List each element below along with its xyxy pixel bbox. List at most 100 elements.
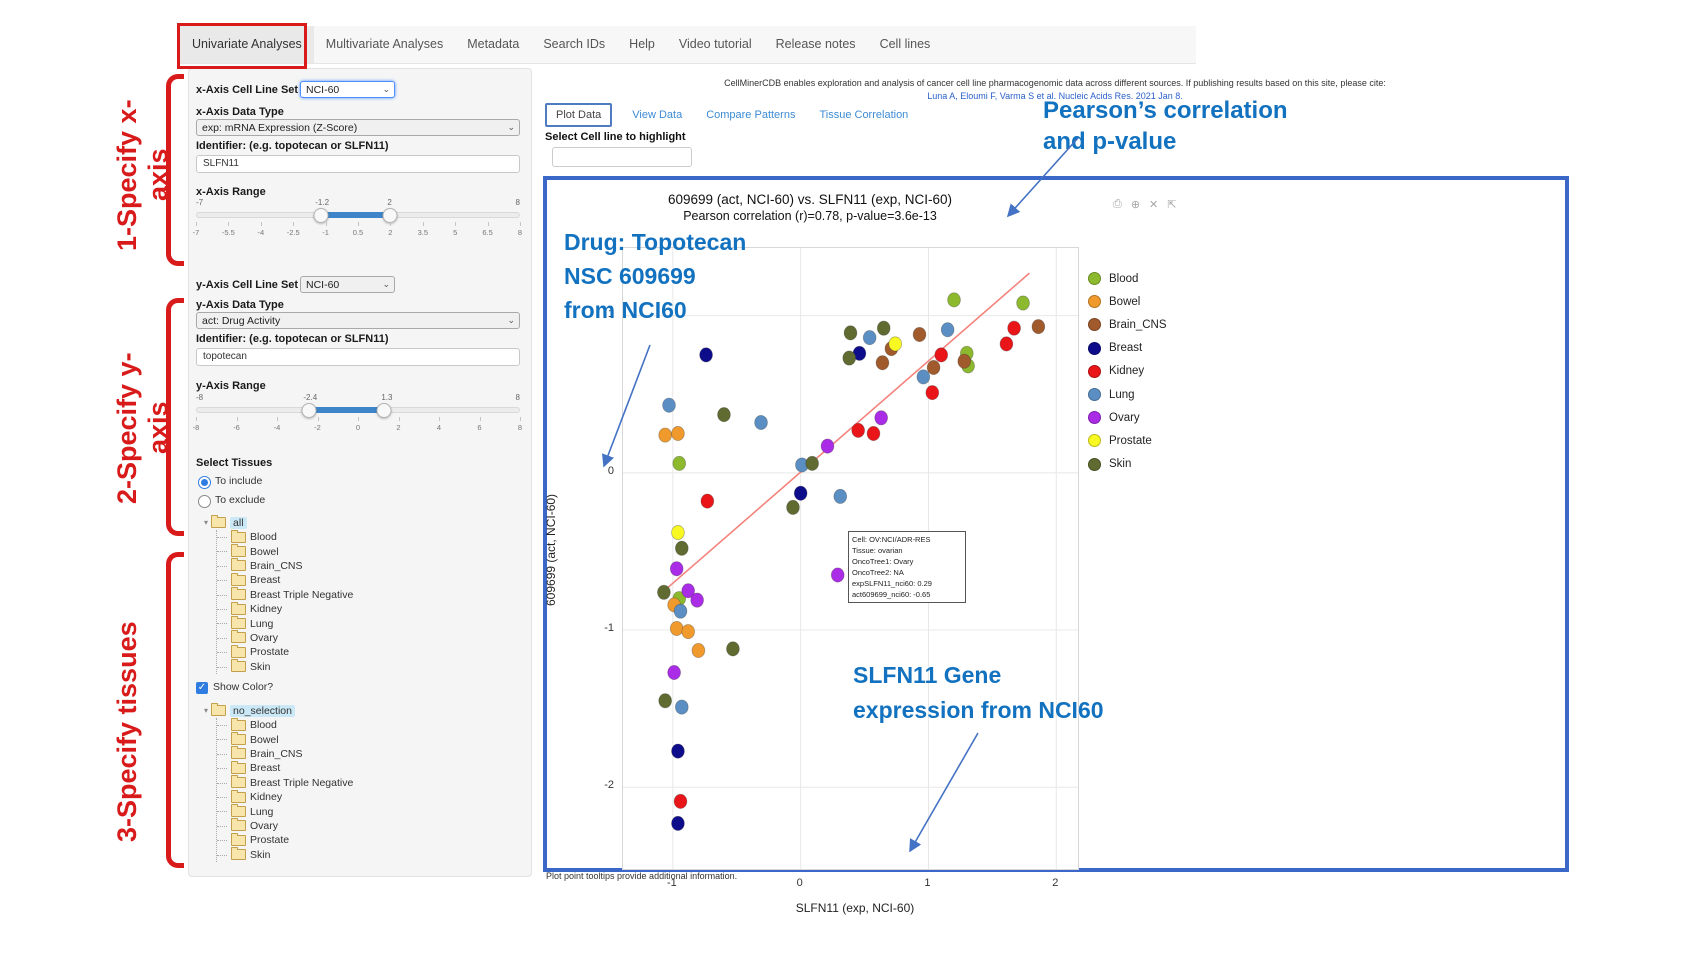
data-point-skin[interactable]	[657, 584, 671, 600]
tree-item-kidney[interactable]: Kidney	[216, 789, 353, 804]
scatter-plot[interactable]	[622, 247, 1079, 870]
data-point-prostate[interactable]	[888, 336, 903, 352]
data-point-kidney[interactable]	[925, 385, 940, 401]
to-include-radio[interactable]	[198, 476, 211, 489]
y-slider-low-handle[interactable]	[301, 403, 317, 418]
tree-item-breast-triple-negative[interactable]: Breast Triple Negative	[216, 775, 353, 790]
y-data-type-select[interactable]: act: Drug Activity ⌄	[196, 312, 520, 329]
show-color-checkbox[interactable]: ✓	[196, 682, 208, 694]
tree-item-skin[interactable]: Skin	[216, 659, 353, 674]
tree-item-brain_cns[interactable]: Brain_CNS	[216, 746, 353, 761]
tab-view-data[interactable]: View Data	[632, 109, 683, 121]
nav-tab-univariate-analyses[interactable]: Univariate Analyses	[180, 26, 314, 63]
tree-item-skin[interactable]: Skin	[216, 847, 353, 862]
data-point-bowel[interactable]	[691, 642, 706, 658]
data-point-kidney[interactable]	[999, 336, 1014, 352]
legend-item-skin[interactable]: Skin	[1088, 453, 1167, 476]
tree-item-ovary[interactable]: Ovary	[216, 630, 353, 645]
data-point-skin[interactable]	[717, 407, 731, 423]
x-data-type-select[interactable]: exp: mRNA Expression (Z-Score) ⌄	[196, 119, 520, 136]
data-point-kidney[interactable]	[673, 793, 688, 809]
tree-caret-icon[interactable]: ▾	[204, 706, 209, 715]
nav-tab-search-ids[interactable]: Search IDs	[543, 37, 606, 51]
tree-item-brain_cns[interactable]: Brain_CNS	[216, 558, 353, 573]
data-point-ovary[interactable]	[681, 583, 695, 599]
data-point-kidney[interactable]	[851, 422, 865, 438]
data-point-blood[interactable]	[947, 292, 961, 308]
nav-tab-video-tutorial[interactable]: Video tutorial	[678, 37, 752, 51]
x-slider-high-handle[interactable]	[382, 208, 398, 223]
legend-item-kidney[interactable]: Kidney	[1088, 360, 1167, 383]
y-range-slider[interactable]: -8 8 -2.4 1.3 -8 -6 -4 -2 0 2 4 6 8	[193, 393, 522, 439]
data-point-ovary[interactable]	[874, 410, 888, 426]
data-point-kidney[interactable]	[1007, 320, 1021, 336]
highlight-cell-line-input[interactable]	[552, 147, 692, 167]
data-point-skin[interactable]	[786, 499, 800, 515]
tab-plot-data[interactable]: Plot Data	[545, 103, 613, 127]
data-point-lung[interactable]	[754, 415, 768, 431]
data-point-lung[interactable]	[662, 397, 676, 413]
data-point-lung[interactable]	[673, 603, 688, 619]
zoom-in-icon[interactable]: ⊕	[1130, 199, 1141, 211]
camera-icon[interactable]: ⎙	[1113, 198, 1122, 210]
data-point-brain_cns[interactable]	[912, 326, 927, 342]
data-point-lung[interactable]	[940, 322, 955, 338]
citation-link[interactable]: Luna A, Eloumi F, Varma S et al. Nucleic…	[927, 91, 1183, 101]
tree-item-kidney[interactable]: Kidney	[216, 601, 353, 616]
data-point-breast[interactable]	[671, 815, 685, 831]
x-slider-low-handle[interactable]	[313, 208, 329, 223]
data-point-lung[interactable]	[674, 699, 689, 715]
data-point-brain_cns[interactable]	[957, 353, 972, 369]
legend-item-blood[interactable]: Blood	[1088, 267, 1167, 290]
data-point-ovary-highlighted[interactable]	[830, 567, 845, 583]
nav-tab-release-notes[interactable]: Release notes	[775, 37, 856, 51]
data-point-blood[interactable]	[1016, 295, 1030, 311]
tree-item-bowel[interactable]: Bowel	[216, 544, 353, 558]
tree-item-blood[interactable]: Blood	[216, 717, 353, 732]
data-point-kidney[interactable]	[934, 347, 949, 363]
x-cell-line-set-select[interactable]: NCI-60 ⌄	[300, 81, 395, 98]
data-point-ovary[interactable]	[820, 438, 835, 454]
data-point-brain_cns[interactable]	[1031, 319, 1046, 335]
data-point-prostate[interactable]	[671, 525, 685, 541]
x-identifier-input[interactable]: SLFN11	[196, 155, 520, 173]
data-point-lung[interactable]	[916, 369, 931, 385]
nav-tab-metadata[interactable]: Metadata	[467, 37, 520, 51]
tree1-root[interactable]: ▾ all	[204, 515, 353, 530]
data-point-bowel[interactable]	[669, 620, 684, 636]
tree-item-breast[interactable]: Breast	[216, 572, 353, 587]
legend-item-breast[interactable]: Breast	[1088, 337, 1167, 360]
data-point-skin[interactable]	[805, 455, 819, 471]
data-point-skin[interactable]	[658, 693, 672, 709]
data-point-skin[interactable]	[843, 325, 858, 341]
nav-tab-multivariate-analyses[interactable]: Multivariate Analyses	[325, 37, 444, 51]
data-point-ovary[interactable]	[669, 561, 684, 577]
tree-item-prostate[interactable]: Prostate	[216, 832, 353, 847]
tab-tissue-correlation[interactable]: Tissue Correlation	[819, 109, 909, 121]
data-point-kidney[interactable]	[700, 493, 715, 509]
data-point-brain_cns[interactable]	[875, 355, 890, 371]
tree-item-ovary[interactable]: Ovary	[216, 818, 353, 833]
y-identifier-input[interactable]: topotecan	[196, 348, 520, 366]
data-point-bowel[interactable]	[671, 426, 685, 442]
tree-item-breast-triple-negative[interactable]: Breast Triple Negative	[216, 587, 353, 602]
expand-icon[interactable]: ⇱	[1167, 199, 1177, 211]
data-point-breast[interactable]	[699, 347, 713, 363]
nav-tab-help[interactable]: Help	[629, 37, 655, 51]
legend-item-prostate[interactable]: Prostate	[1088, 429, 1167, 452]
data-point-ovary[interactable]	[690, 592, 704, 608]
data-point-bowel[interactable]	[681, 624, 695, 640]
data-point-skin[interactable]	[726, 641, 740, 657]
legend-item-brain_cns[interactable]: Brain_CNS	[1088, 313, 1167, 336]
y-slider-high-handle[interactable]	[376, 403, 392, 418]
data-point-lung[interactable]	[833, 488, 848, 504]
data-point-lung[interactable]	[862, 330, 877, 346]
data-point-breast[interactable]	[793, 485, 808, 501]
tree-item-prostate[interactable]: Prostate	[216, 644, 353, 659]
tree-item-breast[interactable]: Breast	[216, 760, 353, 775]
tree2-root[interactable]: ▾ no_selection	[204, 703, 353, 718]
data-point-skin[interactable]	[842, 350, 857, 366]
tree-item-bowel[interactable]: Bowel	[216, 732, 353, 746]
tab-compare-patterns[interactable]: Compare Patterns	[706, 109, 796, 121]
data-point-skin[interactable]	[674, 540, 689, 556]
